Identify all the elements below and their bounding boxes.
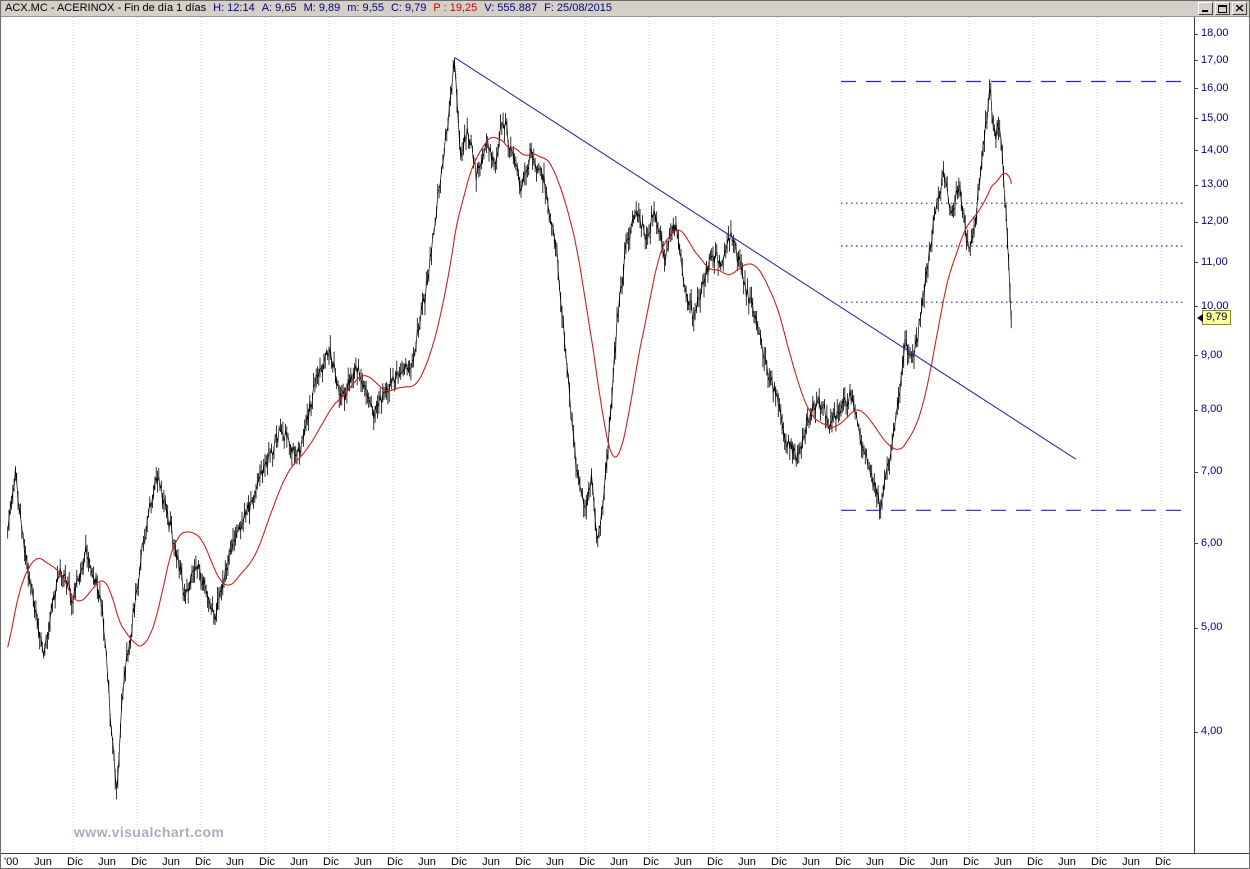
close-icon [1235, 5, 1243, 12]
price-axis-label: 17,00 [1201, 53, 1229, 66]
window-controls [1198, 2, 1247, 15]
price-axis-label: 14,00 [1201, 143, 1229, 156]
title-segment: F: 25/08/2015 [544, 2, 612, 14]
time-axis-label: Jun [418, 856, 436, 868]
time-axis-label: Dic [1027, 856, 1043, 868]
title-segment: V: 555.887 [484, 2, 538, 14]
time-axis[interactable]: '00 Jun Dic Jun Dic Jun Dic Jun Dic Jun Dic Jun Dic J… [1, 853, 1249, 868]
title-segment: P : 19,25 [433, 2, 478, 14]
price-axis-label: 10,00 [1201, 299, 1229, 312]
time-axis-label: Jun [162, 856, 180, 868]
time-axis-label: Dic [387, 856, 403, 868]
price-axis-tick [1195, 262, 1198, 264]
price-axis-label: 9,00 [1201, 348, 1223, 361]
time-axis-label: Jun [866, 856, 884, 868]
price-axis-tick [1195, 184, 1198, 186]
minimize-icon [1201, 10, 1208, 12]
last-price-value: 9,79 [1206, 310, 1228, 323]
title-segment: M: 9,89 [303, 2, 341, 14]
price-axis-label: 4,00 [1201, 725, 1223, 737]
price-axis-label: 12,00 [1201, 215, 1229, 228]
price-axis-tick [1195, 306, 1198, 308]
price-axis-tick [1195, 355, 1198, 357]
time-axis-label: Dic [771, 856, 787, 868]
title-segment: ACX.MC - ACERINOX - Fin de día 1 días [5, 2, 207, 14]
minimize-button[interactable] [1198, 2, 1213, 15]
time-axis-label: Jun [354, 856, 372, 868]
time-axis-label: Jun [994, 856, 1012, 868]
price-axis[interactable]: 9,79 18,00 17,00 16,00 15,00 14,00 13,00 12,00… [1194, 17, 1249, 868]
watermark: www.visualchart.com [74, 824, 225, 840]
title-segment: A: 9,65 [261, 2, 297, 14]
time-axis-label: Jun [226, 856, 244, 868]
time-axis-label: Dic [323, 856, 339, 868]
time-axis-label: Jun [98, 856, 116, 868]
price-axis-label: 15,00 [1201, 111, 1229, 124]
price-axis-label: 6,00 [1201, 536, 1223, 549]
time-axis-label: Dic [1155, 856, 1171, 868]
price-axis-tick [1195, 60, 1198, 62]
time-axis-label: Jun [738, 856, 756, 868]
time-axis-label: Dic [643, 856, 659, 868]
time-axis-label: Jun [290, 856, 308, 868]
time-axis-label: Dic [515, 856, 531, 868]
time-axis-label: Dic [1091, 856, 1107, 868]
titlebar[interactable]: ACX.MC - ACERINOX - Fin de día 1 días H: … [1, 1, 1249, 17]
time-axis-label: Jun [34, 856, 52, 868]
price-axis-tick [1195, 221, 1198, 223]
time-axis-label: Dic [259, 856, 275, 868]
time-axis-label: Jun [546, 856, 564, 868]
price-axis-label: 5,00 [1201, 621, 1223, 634]
titlebar-text: ACX.MC - ACERINOX - Fin de día 1 días H: … [5, 1, 619, 16]
time-axis-label: Dic [963, 856, 979, 868]
price-axis-label: 18,00 [1201, 27, 1229, 39]
price-axis-tick [1195, 409, 1198, 411]
price-axis-label: 8,00 [1201, 403, 1223, 416]
price-marker-arrow-icon [1197, 313, 1203, 322]
price-axis-tick [1195, 731, 1198, 733]
time-axis-label: Dic [707, 856, 723, 868]
price-axis-label: 7,00 [1201, 465, 1223, 478]
price-axis-label: 13,00 [1201, 178, 1229, 191]
title-segment: H: 12:14 [213, 2, 255, 14]
time-axis-label: Dic [835, 856, 851, 868]
title-segment: C: 9,79 [390, 2, 427, 14]
time-axis-label: Dic [195, 856, 211, 868]
time-axis-label: Jun [930, 856, 948, 868]
time-axis-label: Jun [1122, 856, 1140, 868]
time-axis-label: Dic [579, 856, 595, 868]
price-axis-tick [1195, 118, 1198, 120]
price-axis-tick [1195, 471, 1198, 473]
title-segment: m: 9,55 [347, 2, 384, 14]
maximize-button[interactable] [1215, 2, 1230, 15]
time-axis-label: Jun [1058, 856, 1076, 868]
time-axis-label: Dic [451, 856, 467, 868]
time-axis-label: Dic [67, 856, 83, 868]
time-axis-label: Jun [802, 856, 820, 868]
time-axis-label: Jun [674, 856, 692, 868]
maximize-icon [1218, 4, 1227, 13]
chart-area[interactable] [1, 17, 1194, 853]
time-axis-label: Jun [610, 856, 628, 868]
time-axis-label: Dic [131, 856, 147, 868]
price-axis-tick [1195, 88, 1198, 90]
time-axis-label: '00 [4, 856, 19, 868]
time-axis-label: Dic [899, 856, 915, 868]
time-axis-label: Jun [482, 856, 500, 868]
price-axis-tick [1195, 627, 1198, 629]
close-button[interactable] [1232, 2, 1247, 15]
price-axis-tick [1195, 33, 1198, 35]
price-axis-tick [1195, 150, 1198, 152]
price-axis-tick [1195, 543, 1198, 545]
price-axis-label: 16,00 [1201, 81, 1229, 94]
chart-svg[interactable] [1, 17, 1194, 853]
price-axis-label: 11,00 [1201, 255, 1228, 268]
last-price-badge: 9,79 [1197, 309, 1232, 325]
